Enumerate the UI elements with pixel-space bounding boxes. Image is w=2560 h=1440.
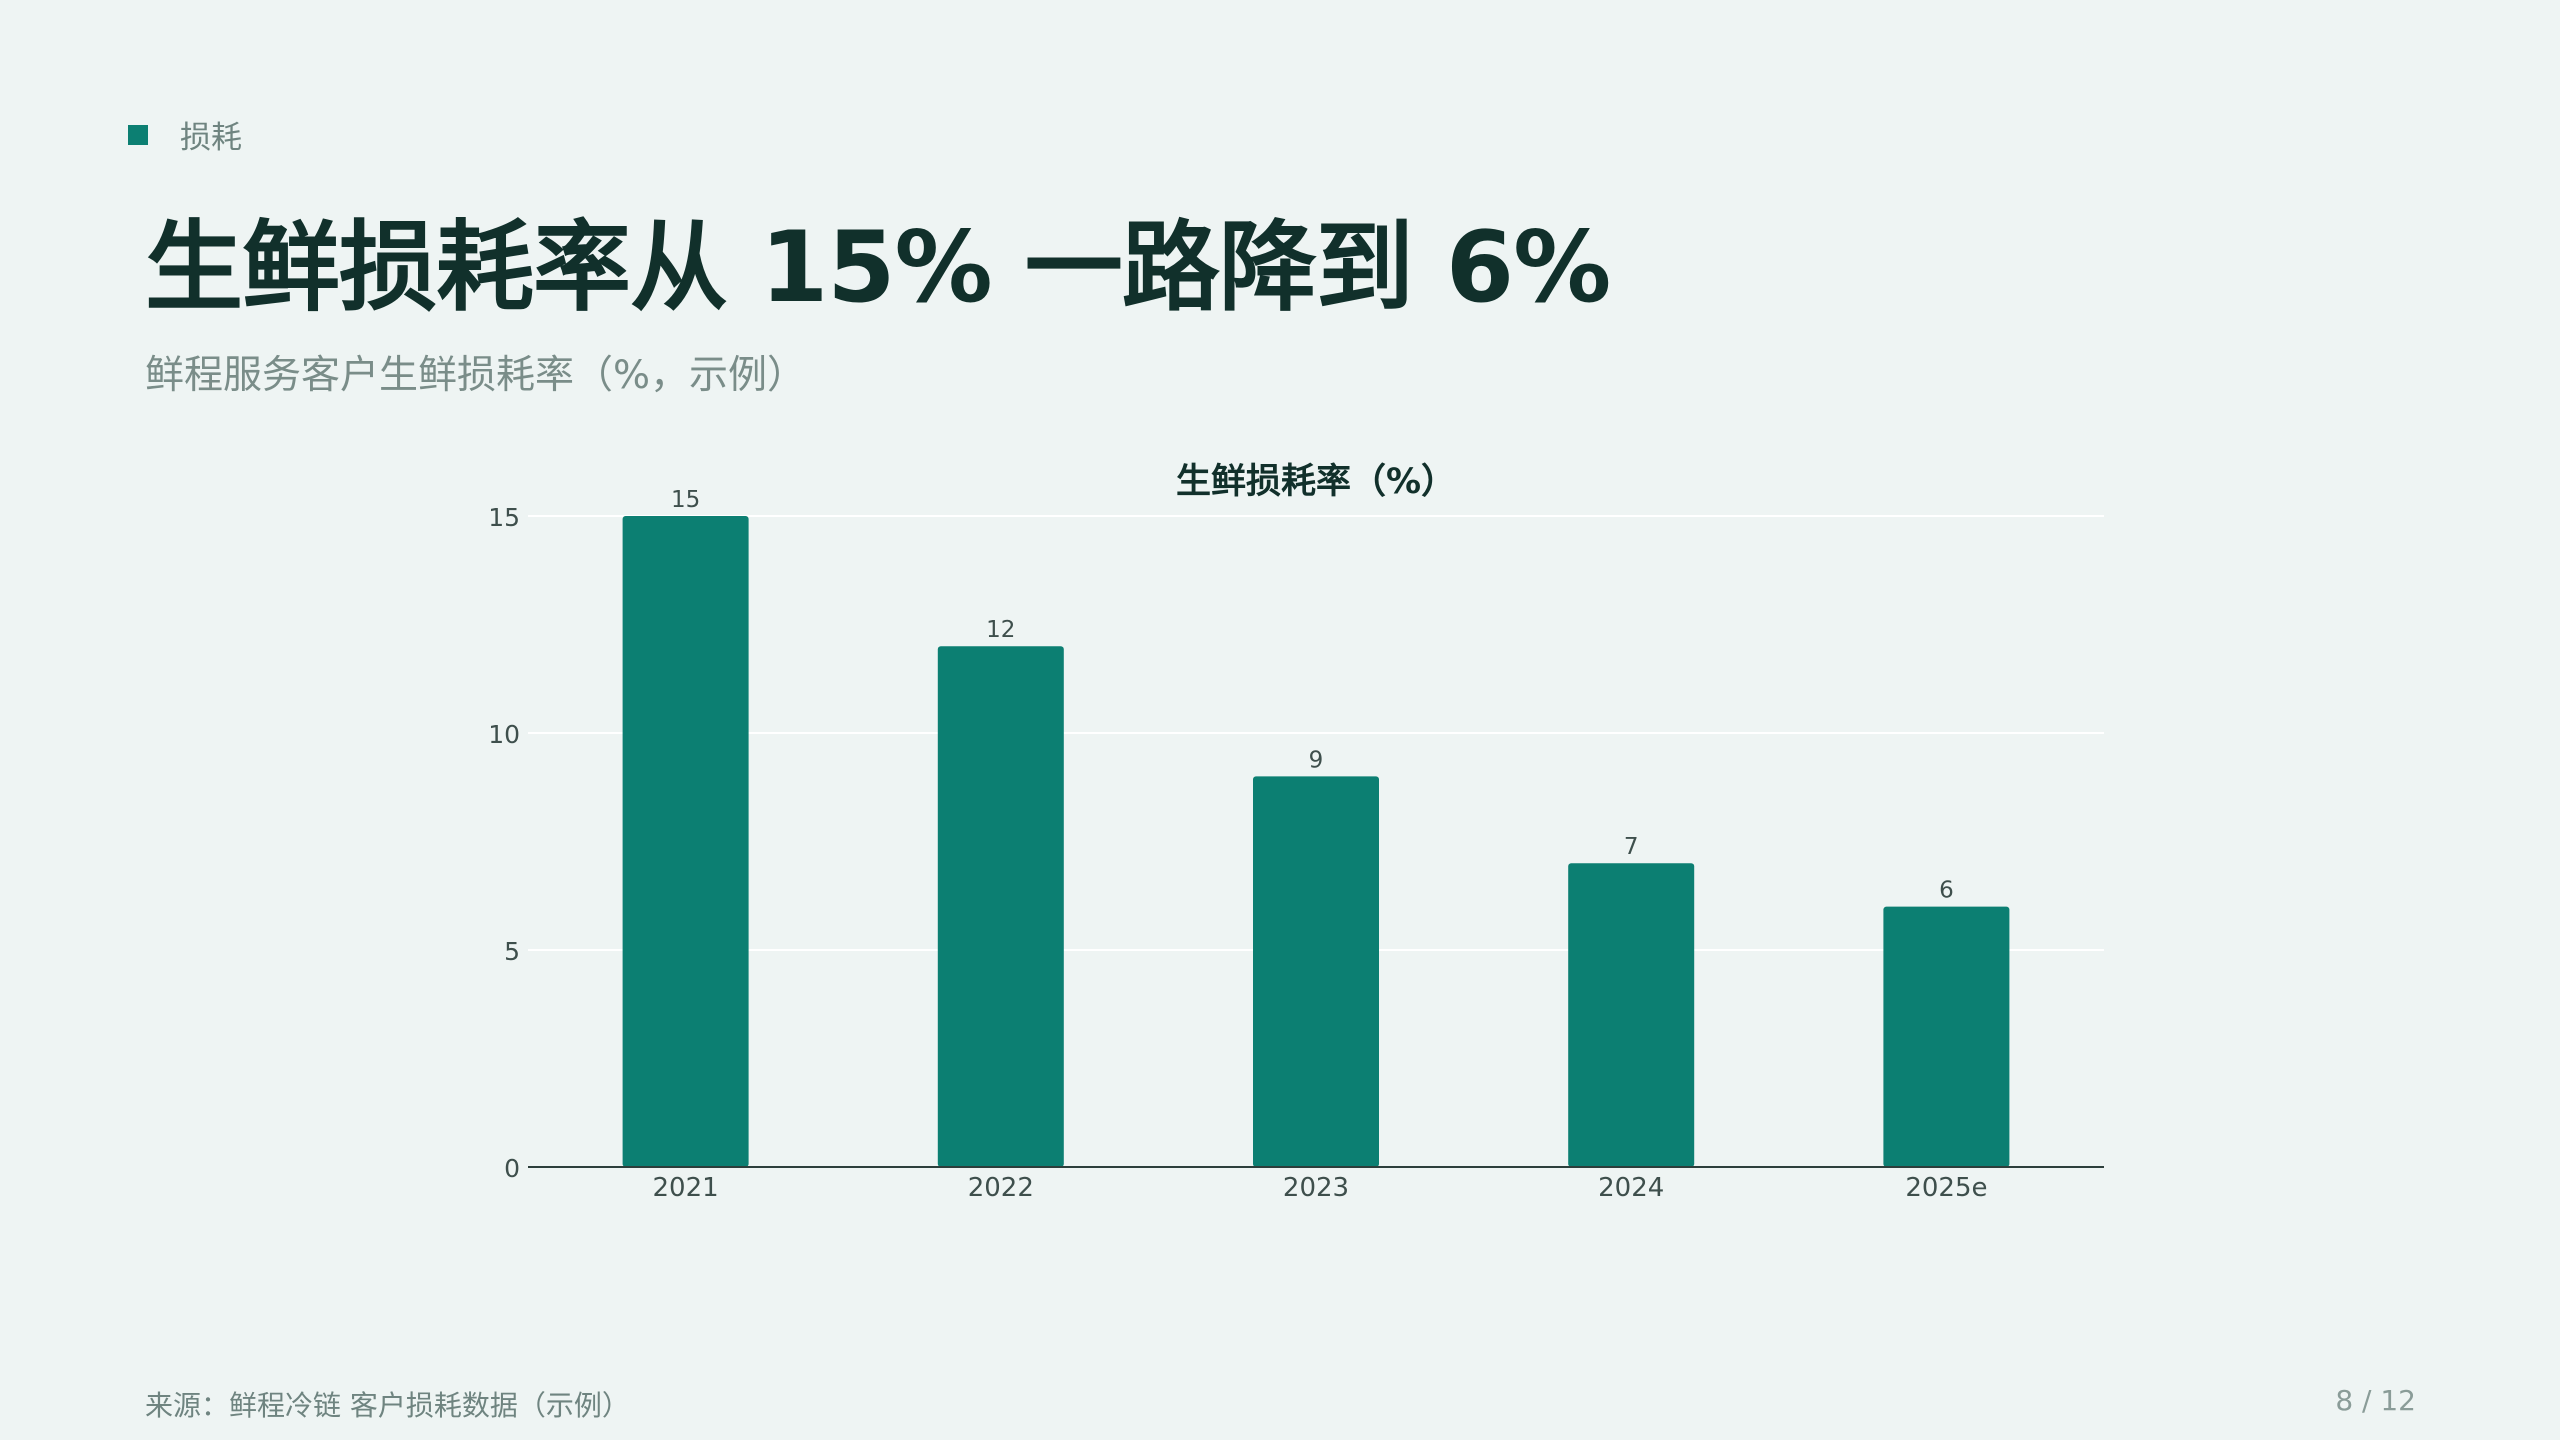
bar-2023 [1253, 776, 1379, 1167]
source-note: 来源：鲜程冷链 客户损耗数据（示例） [145, 1389, 630, 1422]
chart-title: 生鲜损耗率（%） [1176, 462, 1456, 502]
section-tag: 损耗 [128, 112, 242, 157]
y-tick-label: 10 [488, 720, 520, 749]
y-tick-label: 0 [504, 1154, 520, 1183]
data-label: 7 [1624, 834, 1639, 860]
data-label: 15 [671, 487, 700, 513]
bar-2025e [1883, 906, 2010, 1167]
x-tick-label: 2025e [1905, 1173, 1987, 1203]
y-tick-label: 15 [488, 503, 520, 532]
page-number: 8 / 12 [2335, 1384, 2416, 1417]
x-tick-label: 2022 [968, 1173, 1034, 1203]
page-title: 生鲜损耗率从 15% 一路降到 6% [145, 211, 1611, 325]
data-label: 9 [1309, 747, 1324, 773]
tag-square-icon [128, 124, 148, 145]
bar-2021 [622, 516, 749, 1167]
bar-2022 [937, 646, 1064, 1167]
bar-2024 [1568, 863, 1695, 1167]
x-tick-label: 2024 [1598, 1173, 1664, 1203]
page-subtitle: 鲜程服务客户生鲜损耗率（%，示例） [145, 353, 807, 398]
x-tick-label: 2023 [1283, 1173, 1349, 1203]
y-tick-label: 5 [504, 937, 520, 966]
data-label: 12 [986, 617, 1015, 643]
x-tick-label: 2021 [653, 1173, 719, 1203]
section-tag-label: 损耗 [180, 120, 242, 156]
data-label: 6 [1939, 878, 1954, 904]
